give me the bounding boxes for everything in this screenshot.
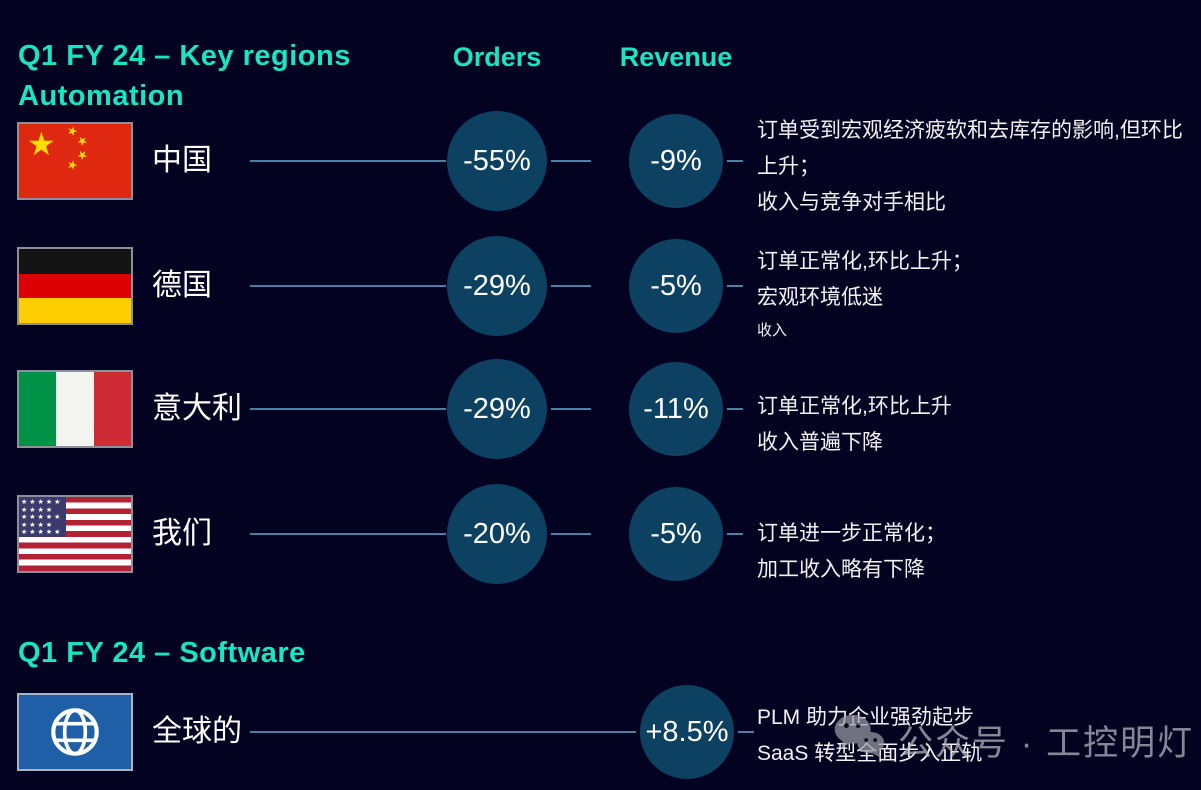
connector-line [250,731,636,733]
column-header-orders: Orders [452,42,542,72]
note-line: 收入普遍下降 [757,431,883,454]
watermark-text: 公众号 · 工控明灯 [898,723,1195,763]
wechat-icon [832,711,886,770]
note-line: PLM 助力企业强劲起步 [757,706,975,729]
region-row-global: 全球的 +8.5% PLM 助力企业强劲起步 SaaS 转型全面步入正轨 [0,682,1201,782]
connector-line [727,408,743,410]
china-flag-big-star [27,128,56,160]
watermark: 公众号 · 工控明灯 [832,708,1194,772]
region-note: 订单正常化,环比上升 收入普遍下降 [757,389,952,461]
region-row-italy: 意大利 -29% -11% 订单正常化,环比上升 收入普遍下降 [0,359,1201,459]
connector-line [551,408,591,410]
column-header-revenue: Revenue [619,42,733,72]
region-label: 全球的 [152,715,242,748]
note-line-small: 收入 [757,322,788,339]
note-line: 订单进一步正常化； [757,522,946,545]
note-line: 上升； [757,155,820,178]
revenue-circle: -5% [629,487,723,581]
us-flag-canton [19,497,66,537]
globe-icon [17,693,133,771]
region-label: 中国 [152,144,212,177]
revenue-circle: -9% [629,114,723,208]
note-line: 加工收入略有下降 [757,558,925,581]
note-line: 订单受到宏观经济疲软和去库存的影响,但环比 [757,119,1183,142]
region-row-us: 我们 -20% -5% 订单进一步正常化； 加工收入略有下降 [0,484,1201,584]
china-flag [17,122,133,200]
us-flag [17,495,133,573]
revenue-circle: -5% [629,239,723,333]
software-section-title: Q1 FY 24 – Software [18,637,306,669]
connector-line [250,408,446,410]
connector-line [738,731,754,733]
region-label: 意大利 [152,392,242,425]
note-line: SaaS 转型全面步入正轨 [757,742,983,765]
region-note: PLM 助力企业强劲起步 SaaS 转型全面步入正轨 [757,700,982,772]
connector-line [551,285,591,287]
orders-circle: -20% [447,484,547,584]
region-label: 德国 [152,269,212,302]
region-row-germany: 德国 -29% -5% 订单正常化,环比上升； 宏观环境低迷 收入 [0,236,1201,339]
italy-flag [17,370,133,448]
orders-circle: -29% [447,236,547,336]
region-note: 订单进一步正常化； 加工收入略有下降 [757,516,946,588]
connector-line [250,533,446,535]
region-note: 订单受到宏观经济疲软和去库存的影响,但环比 上升； 收入与竞争对手相比 [757,113,1183,221]
connector-line [250,285,446,287]
note-line: 订单正常化,环比上升； [757,250,973,273]
connector-line [551,533,591,535]
revenue-circle: +8.5% [640,685,734,779]
automation-title-line2: Automation [18,80,185,112]
connector-line [727,160,743,162]
revenue-circle: -11% [629,362,723,456]
region-label: 我们 [152,517,212,550]
automation-section-title: Q1 FY 24 – Key regions Automation [18,36,351,116]
connector-line [250,160,446,162]
connector-line [727,533,743,535]
connector-line [551,160,591,162]
region-note: 订单正常化,环比上升； 宏观环境低迷 收入 [757,244,973,346]
region-row-china: 中国 -55% -9% 订单受到宏观经济疲软和去库存的影响,但环比 上升； 收入… [0,111,1201,214]
orders-circle: -55% [447,111,547,211]
automation-title-line1: Q1 FY 24 – Key regions [18,40,351,72]
germany-flag [17,247,133,325]
note-line: 收入与竞争对手相比 [757,191,946,214]
connector-line [727,285,743,287]
note-line: 宏观环境低迷 [757,286,883,309]
orders-circle: -29% [447,359,547,459]
note-line: 订单正常化,环比上升 [757,395,952,418]
